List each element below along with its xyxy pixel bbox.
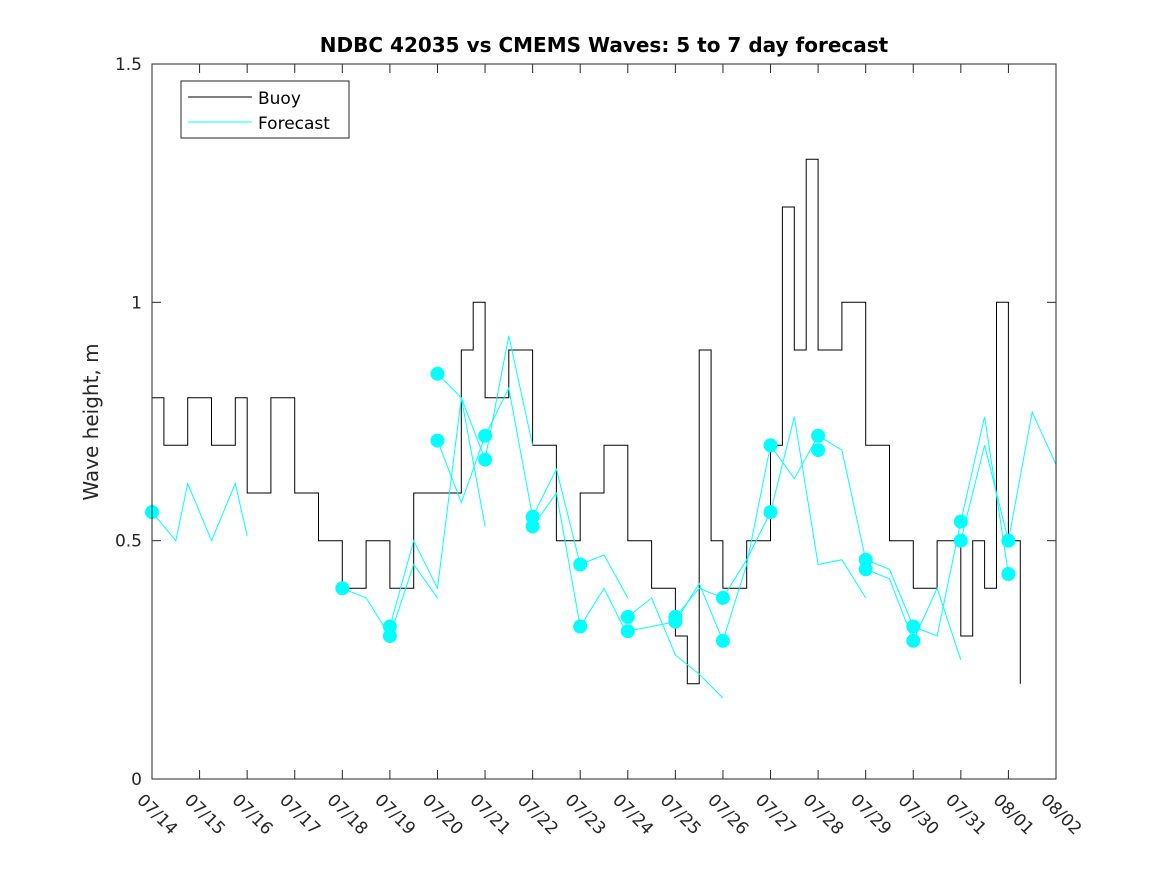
forecast-marker-4: [430, 366, 445, 381]
forecast-marker-29: [1001, 567, 1016, 581]
forecast-marker-10: [573, 557, 588, 572]
forecast-marker-7: [478, 452, 493, 467]
forecast-marker-6: [478, 428, 493, 443]
forecast-marker-26: [953, 514, 968, 529]
y-tick-label-0: 0: [131, 770, 142, 790]
forecast-marker-16: [715, 590, 730, 605]
forecast-marker-3: [382, 629, 397, 643]
chart-title: NDBC 42035 vs CMEMS Waves: 5 to 7 day fo…: [320, 33, 889, 57]
forecast-marker-18: [763, 438, 778, 453]
forecast-run-line-7: [627, 597, 724, 699]
forecast-marker-17: [715, 633, 730, 648]
forecast-marker-20: [811, 428, 826, 443]
forecast-run-line-0: [151, 481, 248, 543]
forecast-marker-19: [763, 505, 778, 520]
y-tick-label-3: 1.5: [115, 55, 142, 75]
forecast-marker-27: [953, 533, 968, 548]
y-tick-label-2: 1: [131, 293, 142, 313]
legend-label-forecast: Forecast: [258, 114, 330, 134]
forecast-run-line-2: [389, 397, 486, 627]
forecast-marker-12: [620, 609, 635, 624]
forecast-marker-28: [1001, 533, 1016, 548]
plot-area: [152, 64, 1056, 779]
forecast-marker-15: [668, 614, 683, 629]
buoy-series-line: [152, 158, 1021, 685]
legend-label-buoy: Buoy: [258, 89, 301, 109]
legend-box: [180, 80, 350, 139]
forecast-run-line-11: [770, 416, 867, 599]
forecast-marker-11: [573, 619, 588, 634]
forecast-marker-23: [858, 562, 873, 577]
forecast-marker-13: [620, 624, 635, 639]
forecast-marker-25: [906, 633, 921, 648]
forecast-marker-21: [811, 443, 826, 458]
axes-box: [151, 63, 1057, 780]
forecast-marker-5: [430, 433, 445, 448]
y-axis-label: Wave height, m: [79, 343, 103, 500]
forecast-marker-9: [525, 519, 540, 534]
forecast-marker-24: [906, 619, 921, 634]
legend: Buoy Forecast: [180, 80, 350, 139]
forecast-marker-1: [335, 581, 350, 596]
y-tick-label-1: 0.5: [115, 532, 142, 552]
